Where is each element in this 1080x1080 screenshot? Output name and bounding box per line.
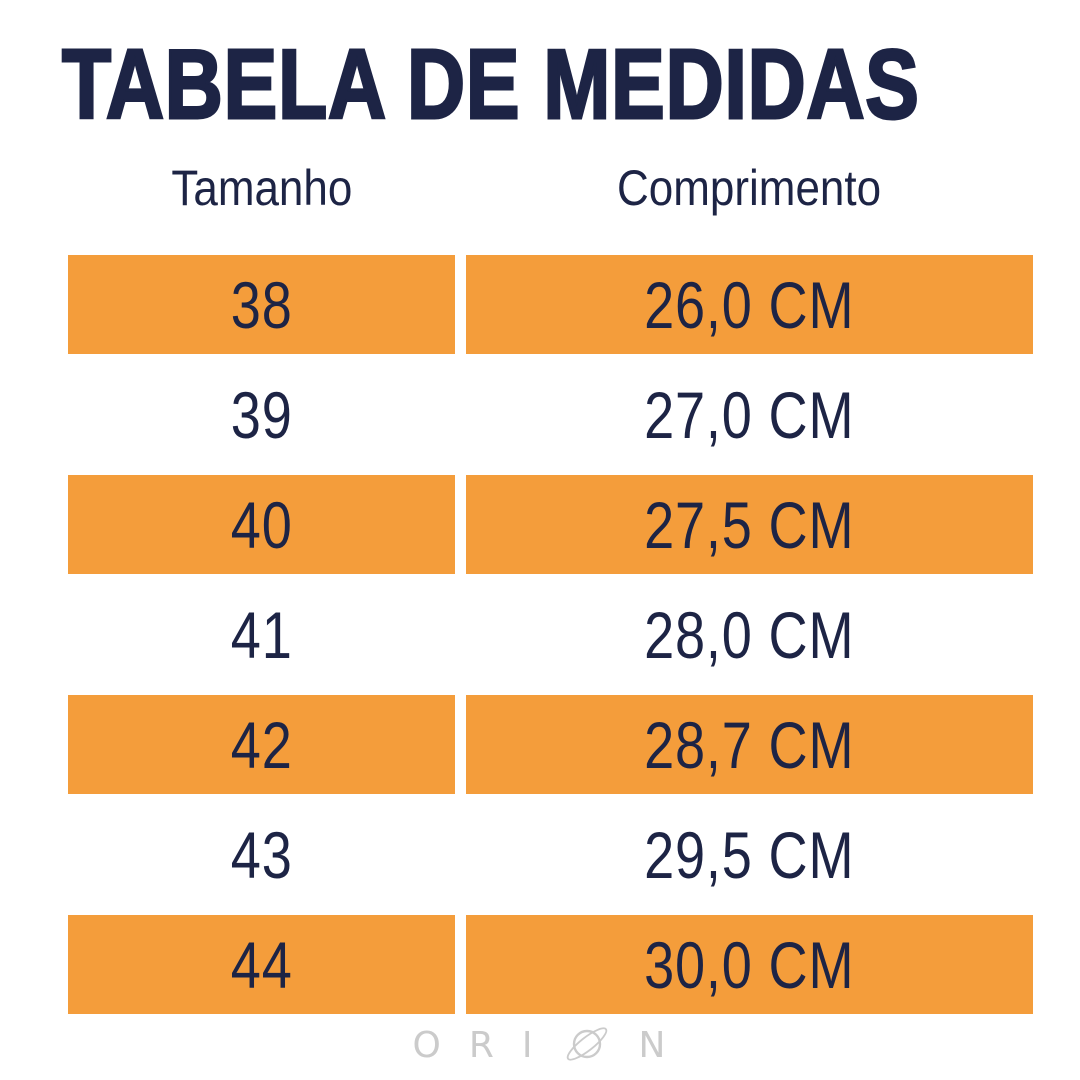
column-gap: [455, 361, 466, 460]
length-cell: 28,7 CM: [466, 695, 1033, 794]
length-value: 26,0 CM: [644, 267, 855, 342]
size-cell: 42: [68, 695, 455, 794]
length-value: 28,7 CM: [644, 707, 855, 782]
brand-logo: O R I N: [0, 1020, 1080, 1072]
size-cell: 41: [68, 585, 455, 684]
size-table-body: 38 26,0 CM 39 27,0 CM 40 27,5 CM 41 28,0 CM 42 28…: [68, 251, 1033, 1021]
size-cell: 38: [68, 255, 455, 354]
length-value: 30,0 CM: [644, 927, 855, 1002]
saturn-planet-icon: [566, 1027, 607, 1061]
length-value: 29,5 CM: [644, 817, 855, 892]
page-title: TABELA DE MEDIDAS: [61, 28, 920, 141]
column-gap: [455, 911, 466, 1010]
size-value: 40: [230, 487, 293, 562]
length-value: 27,0 CM: [644, 377, 855, 452]
column-gap: [455, 581, 466, 680]
table-row: 40 27,5 CM: [68, 471, 1033, 581]
size-value: 42: [230, 707, 293, 782]
brand-letter: O: [412, 1025, 443, 1066]
column-gap: [455, 471, 466, 570]
column-gap: [455, 251, 466, 350]
column-gap: [455, 691, 466, 790]
table-row: 42 28,7 CM: [68, 691, 1033, 801]
table-row: 41 28,0 CM: [68, 581, 1033, 691]
size-value: 41: [230, 597, 293, 672]
brand-letter: I: [521, 1025, 535, 1066]
column-header-length-label: Comprimento: [617, 160, 882, 216]
length-cell: 30,0 CM: [466, 915, 1033, 1014]
table-row: 38 26,0 CM: [68, 251, 1033, 361]
column-header-size-label: Tamanho: [170, 160, 353, 216]
size-value: 43: [230, 817, 293, 892]
size-cell: 39: [68, 365, 455, 464]
length-value: 27,5 CM: [644, 487, 855, 562]
size-cell: 43: [68, 805, 455, 904]
table-row: 44 30,0 CM: [68, 911, 1033, 1021]
size-value: 39: [230, 377, 293, 452]
length-value: 28,0 CM: [644, 597, 855, 672]
table-row: 43 29,5 CM: [68, 801, 1033, 911]
brand-letter: N: [638, 1025, 668, 1066]
table-row: 39 27,0 CM: [68, 361, 1033, 471]
size-value: 44: [230, 927, 293, 1002]
size-cell: 40: [68, 475, 455, 574]
size-value: 38: [230, 267, 293, 342]
size-cell: 44: [68, 915, 455, 1014]
length-cell: 29,5 CM: [466, 805, 1033, 904]
column-header-size: Tamanho: [68, 158, 455, 218]
length-cell: 26,0 CM: [466, 255, 1033, 354]
length-cell: 27,5 CM: [466, 475, 1033, 574]
length-cell: 27,0 CM: [466, 365, 1033, 464]
brand-letter: R: [468, 1025, 496, 1066]
length-cell: 28,0 CM: [466, 585, 1033, 684]
column-gap: [455, 801, 466, 900]
column-header-length: Comprimento: [466, 158, 1033, 218]
